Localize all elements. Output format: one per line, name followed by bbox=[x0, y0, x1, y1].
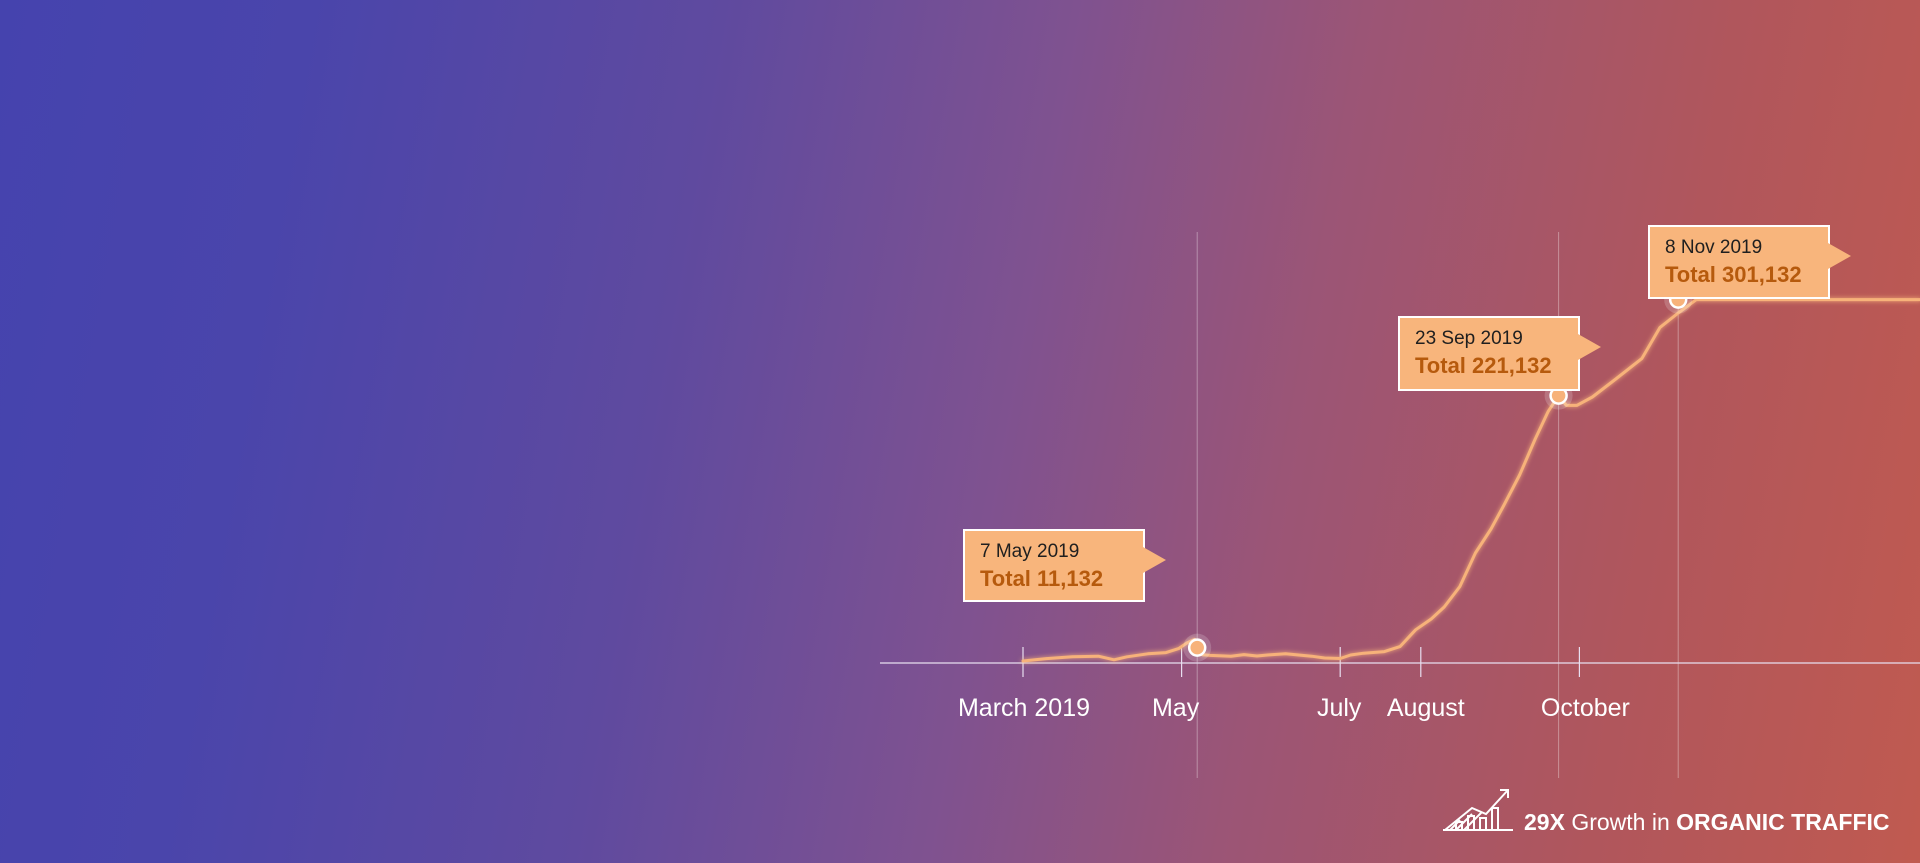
data-point bbox=[1187, 638, 1207, 657]
growth-text: Growth in bbox=[1564, 809, 1677, 835]
callout-nov-2019: 8 Nov 2019 Total 301,132 bbox=[1648, 225, 1851, 299]
callout-date: 8 Nov 2019 bbox=[1665, 237, 1763, 258]
x-tick-label: August bbox=[1387, 694, 1465, 722]
callout-date: 7 May 2019 bbox=[980, 541, 1080, 562]
callout-total: Total 301,132 bbox=[1665, 262, 1802, 287]
callout-date: 23 Sep 2019 bbox=[1415, 328, 1523, 349]
series-line bbox=[1021, 298, 1920, 663]
growth-chart-icon bbox=[1443, 789, 1513, 831]
callout-sep-2019: 23 Sep 2019 Total 221,132 bbox=[1398, 316, 1601, 391]
callout-may-2019: 7 May 2019 Total 11,132 bbox=[963, 529, 1166, 602]
growth-value: 29X bbox=[1524, 809, 1565, 835]
callout-total: Total 221,132 bbox=[1415, 353, 1552, 378]
x-tick-label: March 2019 bbox=[958, 694, 1090, 722]
growth-caption: 29X Growth in ORGANIC TRAFFIC bbox=[1524, 809, 1890, 835]
callout-total: Total 11,132 bbox=[980, 566, 1104, 591]
growth-metric: ORGANIC TRAFFIC bbox=[1676, 809, 1890, 835]
x-tick-label: October bbox=[1541, 694, 1630, 722]
growth-footer: 29X Growth in ORGANIC TRAFFIC bbox=[1440, 780, 1890, 835]
x-tick-label: May bbox=[1152, 694, 1200, 722]
x-tick-label: July bbox=[1317, 694, 1362, 722]
